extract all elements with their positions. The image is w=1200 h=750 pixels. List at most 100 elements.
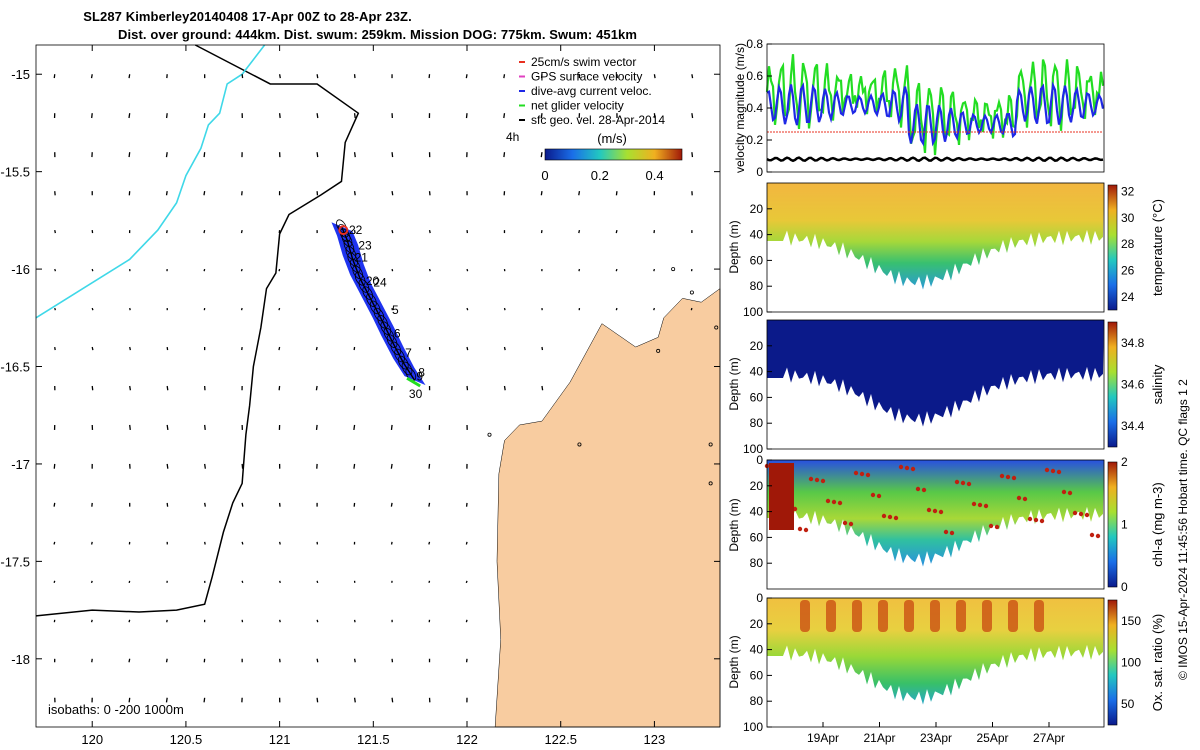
- sfc-velocity-arrow: [54, 229, 57, 234]
- land-area: [494, 288, 721, 728]
- sfc-velocity-arrow: [315, 307, 318, 311]
- sfc-velocity-arrow: [316, 113, 319, 119]
- sample-dot: [926, 507, 932, 513]
- sfc-velocity-arrow: [204, 541, 206, 545]
- sfc-velocity-arrow: [315, 346, 318, 351]
- sfc-velocity-arrow: [353, 697, 356, 703]
- section-colorbar: 2 1 0 chl-a (mg m-3): [1107, 455, 1165, 594]
- sfc-velocity-arrow: [240, 268, 243, 272]
- sfc-velocity-arrow: [465, 541, 468, 545]
- track-label: 30: [409, 387, 423, 401]
- sfc-velocity-arrow: [128, 658, 131, 663]
- high-oxygen-band: [852, 600, 862, 632]
- x-tick-label: 122: [456, 732, 478, 747]
- sfc-velocity-arrow: [204, 502, 206, 507]
- sfc-velocity-arrow: [503, 113, 506, 119]
- sample-dot: [814, 477, 820, 483]
- y-tick-label: 0.6: [746, 69, 763, 83]
- sample-dot: [938, 509, 944, 515]
- sfc-velocity-arrow: [129, 424, 131, 431]
- sfc-velocity-arrow: [653, 268, 656, 272]
- track-label: 21: [355, 250, 369, 264]
- sfc-velocity-arrow: [428, 463, 431, 469]
- colorbar-tick-label: 34.4: [1121, 419, 1145, 433]
- sample-dot: [966, 481, 972, 487]
- chart-title-line1: SL287 Kimberley20140408 17-Apr 00Z to 28…: [83, 9, 412, 24]
- track-label: 20: [366, 274, 380, 288]
- sample-dot: [853, 470, 859, 476]
- sample-dot: [1011, 475, 1017, 481]
- y-tick-label: 80: [750, 416, 764, 430]
- sfc-velocity-arrow: [91, 385, 94, 391]
- y-tick-label: 60: [750, 390, 764, 404]
- sample-dot: [1050, 468, 1056, 474]
- sfc-velocity-arrow: [165, 113, 168, 119]
- sfc-velocity-arrow: [240, 229, 243, 234]
- track-label: 6: [394, 326, 401, 340]
- island: [577, 442, 582, 447]
- sfc-velocity-arrow: [54, 268, 57, 272]
- sfc-velocity-arrow: [428, 580, 431, 584]
- sfc-velocity-arrow: [466, 346, 469, 351]
- sfc-velocity-arrow: [428, 268, 431, 272]
- sfc-velocity-arrow: [278, 268, 281, 272]
- colorbar-label: chl-a (mg m-3): [1150, 482, 1165, 567]
- sfc-velocity-arrow: [315, 385, 318, 391]
- sample-dot: [949, 530, 955, 536]
- high-oxygen-band: [982, 600, 992, 632]
- legend-label: sfc geo. vel. 28-Apr-2014: [531, 113, 665, 127]
- y-tick-label: 100: [743, 720, 763, 734]
- sample-dot: [999, 473, 1005, 479]
- sfc-velocity-arrow: [316, 74, 319, 79]
- track-label: 5: [392, 303, 399, 317]
- sample-dot: [960, 480, 966, 486]
- y-axis-label: Depth (m): [727, 635, 741, 688]
- sample-dot: [808, 476, 814, 482]
- section-fill: [767, 598, 1104, 705]
- colorbar-tick-label: 34.6: [1121, 378, 1145, 392]
- sfc-velocity-arrow: [540, 152, 543, 158]
- y-tick-label: 60: [750, 530, 764, 544]
- section-panel: 20 40 60 80 100 Depth (m): [727, 182, 1105, 319]
- sfc-velocity-arrow: [241, 541, 244, 545]
- sfc-velocity-arrow: [203, 229, 206, 234]
- sfc-velocity-arrow: [54, 307, 56, 311]
- sample-dot: [803, 527, 809, 533]
- sfc-velocity-arrow: [129, 385, 132, 391]
- sfc-velocity-arrow: [428, 307, 431, 311]
- sfc-velocity-arrow: [615, 307, 618, 311]
- colorbar-tick-label: 30: [1121, 211, 1135, 225]
- sfc-velocity-arrow: [653, 74, 656, 79]
- sfc-velocity-arrow: [240, 307, 243, 311]
- sfc-velocity-arrow: [391, 152, 394, 158]
- high-oxygen-band: [800, 600, 810, 632]
- sfc-velocity-arrow: [391, 268, 394, 272]
- dive-loop: [349, 259, 361, 273]
- sample-dot: [988, 523, 994, 529]
- sfc-velocity-arrow: [91, 307, 94, 311]
- colorbar-tick-label: 24: [1121, 290, 1135, 304]
- sfc-velocity-arrow: [503, 152, 506, 158]
- dive-loop: [352, 265, 364, 280]
- sfc-velocity-arrow: [91, 346, 94, 351]
- dive-loop: [383, 327, 395, 342]
- y-tick-label: 60: [750, 253, 764, 267]
- y-tick-label: -16.5: [0, 360, 30, 375]
- sfc-velocity-arrow: [615, 229, 618, 234]
- isobath-1000m: [35, 44, 266, 319]
- sample-dot: [865, 472, 871, 478]
- sfc-velocity-arrow: [578, 268, 581, 272]
- y-tick-label: 40: [750, 505, 764, 519]
- sfc-velocity-arrow: [53, 502, 56, 507]
- sfc-velocity-arrow: [390, 463, 393, 469]
- dive-loop: [377, 314, 389, 329]
- sfc-velocity-arrow: [465, 619, 468, 623]
- sample-dot: [932, 508, 938, 514]
- sfc-velocity-arrow: [316, 619, 319, 623]
- panel-frame: [766, 319, 1105, 450]
- high-oxygen-band: [930, 600, 940, 632]
- high-oxygen-band: [1008, 600, 1018, 632]
- velocity-series-line: [765, 54, 1105, 156]
- section-colorbar: 32 30 28 26 24 temperature (°C): [1107, 185, 1165, 311]
- sample-dot: [994, 524, 1000, 530]
